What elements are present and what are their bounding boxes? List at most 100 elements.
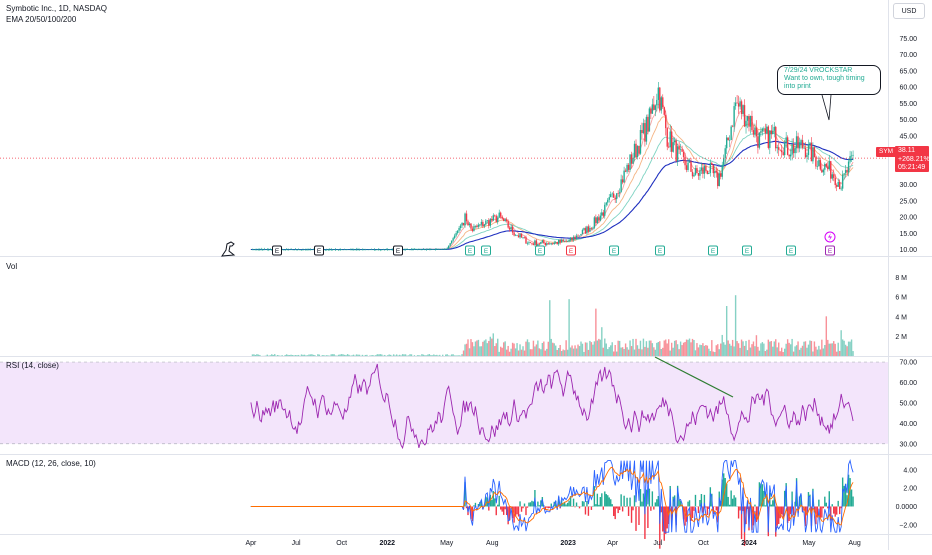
candle-body: [264, 250, 265, 251]
annotation-line-1: 7/29/24 VROCKSTAR: [784, 67, 874, 75]
candle-body: [613, 194, 614, 198]
volume-bar: [411, 354, 412, 356]
candle-body: [702, 167, 703, 173]
volume-bar: [768, 340, 769, 356]
candle-body: [768, 127, 769, 148]
candle-body: [558, 240, 559, 244]
candle-body: [351, 250, 352, 251]
time-tick-label: Aug: [486, 540, 499, 547]
volume-bar: [620, 348, 621, 356]
volume-bar: [497, 339, 498, 356]
volume-bar: [503, 342, 504, 356]
candle-body: [620, 179, 621, 192]
candle-body: [794, 148, 795, 153]
macd-tick-label: −2.00: [899, 522, 917, 529]
ema-legend[interactable]: EMA 20/50/100/200: [6, 15, 76, 24]
volume-bar: [598, 339, 599, 356]
volume-bar: [522, 346, 523, 356]
earnings-marker-label: E: [468, 248, 473, 255]
volume-bar: [562, 350, 563, 356]
macd-histogram-bar: [530, 502, 531, 506]
volume-bar: [727, 340, 728, 356]
macd-histogram-bar: [689, 500, 690, 506]
candle-body: [793, 144, 794, 153]
volume-bar: [635, 339, 636, 356]
volume-bar: [631, 346, 632, 356]
volume-bar: [653, 347, 654, 356]
volume-bar: [735, 295, 736, 356]
macd-pane-title[interactable]: MACD (12, 26, close, 10): [6, 459, 96, 468]
candle-body: [436, 249, 437, 250]
macd-histogram-bar: [625, 506, 626, 507]
volume-bar: [369, 355, 370, 356]
macd-histogram-bar: [516, 506, 517, 514]
candle-body: [574, 237, 575, 239]
volume-bar: [490, 337, 491, 356]
macd-histogram-bar: [597, 494, 598, 507]
candle-body: [390, 249, 391, 250]
volume-bar: [750, 348, 751, 356]
candle-body: [403, 249, 404, 250]
volume-pane-title[interactable]: Vol: [6, 262, 17, 271]
macd-histogram-bar: [503, 506, 504, 514]
macd-histogram-bar: [588, 506, 589, 515]
candle-body: [444, 249, 445, 250]
candle-body: [345, 250, 346, 251]
candle-body: [262, 250, 263, 251]
candle-body: [771, 130, 772, 133]
volume-bar: [365, 355, 366, 356]
currency-button[interactable]: USD: [893, 3, 925, 19]
volume-bar: [438, 355, 439, 356]
candle-body: [683, 152, 684, 157]
volume-bar: [638, 349, 639, 356]
candle-body: [496, 216, 497, 222]
volume-bar: [339, 354, 340, 356]
rsi-tick-label: 40.00: [899, 421, 917, 428]
volume-bar: [319, 355, 320, 356]
candle-body: [296, 250, 297, 251]
volume-bar: [504, 341, 505, 356]
volume-bar: [396, 354, 397, 356]
macd-histogram-bar: [537, 502, 538, 507]
candle-body: [301, 250, 302, 251]
volume-bar: [525, 342, 526, 356]
volume-bar: [845, 345, 846, 356]
candle-body: [286, 250, 287, 251]
volume-bar: [478, 340, 479, 356]
volume-bar: [742, 341, 743, 356]
candle-body: [326, 250, 327, 251]
macd-histogram-bar: [781, 506, 782, 514]
candle-body: [583, 228, 584, 230]
macd-histogram-bar: [821, 506, 822, 517]
macd-histogram-bar: [519, 501, 520, 506]
macd-histogram-bar: [499, 496, 500, 507]
candle-body: [533, 243, 534, 244]
candle-body: [719, 173, 720, 186]
macd-histogram-bar: [823, 506, 824, 508]
volume-bar: [390, 355, 391, 356]
volume-bar: [461, 354, 462, 356]
macd-histogram-bar: [716, 506, 717, 510]
volume-bar: [787, 339, 788, 356]
macd-histogram-bar: [567, 503, 568, 507]
volume-bar: [372, 355, 373, 356]
rsi-pane-title[interactable]: RSI (14, close): [6, 361, 59, 370]
candle-body: [338, 250, 339, 251]
volume-bar: [322, 355, 323, 356]
idea-annotation[interactable]: 7/29/24 VROCKSTAR Want to own, tough tim…: [777, 65, 881, 95]
volume-bar: [729, 344, 730, 356]
volume-bar: [790, 344, 791, 356]
candle-body: [521, 234, 522, 238]
volume-bar: [499, 352, 500, 356]
macd-histogram-bar: [617, 506, 618, 513]
candle-body: [830, 161, 831, 179]
candle-body: [518, 235, 519, 237]
candle-body: [427, 249, 428, 250]
candle-body: [454, 236, 455, 239]
candle-body: [707, 171, 708, 174]
volume-bar: [603, 348, 604, 356]
candle-body: [762, 129, 763, 131]
volume-bar: [588, 350, 589, 356]
candle-body: [381, 250, 382, 251]
candle-body: [341, 250, 342, 251]
